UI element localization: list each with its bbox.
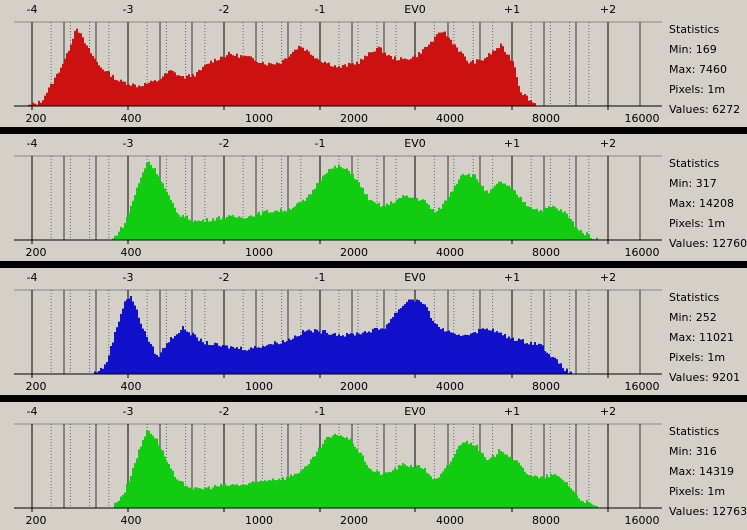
ev-tick-label: +2 xyxy=(600,137,616,150)
value-tick-label: 4000 xyxy=(436,380,464,393)
stats-pixels: Pixels: 1m xyxy=(669,217,726,230)
ev-tick-label: +1 xyxy=(504,271,520,284)
value-tick-label: 2000 xyxy=(340,112,368,125)
stats-title: Statistics xyxy=(669,157,720,170)
stats-min: Min: 316 xyxy=(669,445,717,458)
value-tick-label: 16000 xyxy=(625,112,660,125)
stats-values: Values: 6272 xyxy=(669,103,741,116)
value-tick-label: 8000 xyxy=(532,112,560,125)
statistics-box: Statistics Min: 316 Max: 14319 Pixels: 1m Va… xyxy=(669,422,747,522)
statistics-box: Statistics Min: 169 Max: 7460 Pixels: 1m Val… xyxy=(669,20,747,120)
ev-tick-label: -2 xyxy=(219,405,230,418)
stats-max: Max: 7460 xyxy=(669,63,727,76)
stats-title: Statistics xyxy=(669,425,720,438)
panel-separator xyxy=(0,261,747,268)
ev-tick-label: -1 xyxy=(315,137,326,150)
histogram-panel-green2: -4 -3 -2 -1 EV0 +1 +2 200 400 1000 2000 4000 8000 160… xyxy=(0,402,747,530)
value-tick-label: 400 xyxy=(121,514,142,527)
value-tick-label: 200 xyxy=(26,514,47,527)
ev-tick-label: EV0 xyxy=(404,405,425,418)
stats-min: Min: 252 xyxy=(669,311,717,324)
ev-tick-label: -1 xyxy=(315,271,326,284)
stats-pixels: Pixels: 1m xyxy=(669,351,726,364)
value-tick-label: 16000 xyxy=(625,514,660,527)
stats-values: Values: 9201 xyxy=(669,371,741,384)
value-tick-label: 4000 xyxy=(436,514,464,527)
histogram-plot: -4 -3 -2 -1 EV0 +1 +2 200 400 1000 2000 4000 8000 160… xyxy=(14,268,664,396)
ev-tick-label: +2 xyxy=(600,405,616,418)
histogram-area-green2 xyxy=(14,430,664,508)
ev-tick-label: +1 xyxy=(504,405,520,418)
value-tick-label: 8000 xyxy=(532,380,560,393)
value-tick-label: 400 xyxy=(121,112,142,125)
histogram-chart: -4 -3 -2 -1 EV0 +1 +2 200 400 1000 2000 4000 8000 160… xyxy=(14,271,664,393)
ev-tick-label: -3 xyxy=(123,271,134,284)
panel-separator xyxy=(0,395,747,402)
ev-tick-label: -2 xyxy=(219,137,230,150)
histogram-chart: -4 -3 -2 -1 EV0 +1 +2 200 400 1000 2000 4000 8000 160… xyxy=(14,3,664,125)
ev-tick-label: +2 xyxy=(600,3,616,16)
histogram-panel-red: -4 -3 -2 -1 EV0 +1 +2 200 400 1000 2000 4000 8000 160… xyxy=(0,0,747,128)
value-tick-label: 2000 xyxy=(340,380,368,393)
statistics-box: Statistics Min: 252 Max: 11021 Pixels: 1m Va… xyxy=(669,288,747,388)
ev-tick-label: -1 xyxy=(315,405,326,418)
ev-tick-label: -3 xyxy=(123,137,134,150)
stats-title: Statistics xyxy=(669,23,720,36)
ev-tick-label: -4 xyxy=(27,3,38,16)
ev-tick-label: -2 xyxy=(219,3,230,16)
ev-tick-label: EV0 xyxy=(404,137,425,150)
value-tick-label: 16000 xyxy=(625,246,660,259)
value-tick-label: 4000 xyxy=(436,246,464,259)
stats-max: Max: 14319 xyxy=(669,465,734,478)
ev-tick-label: -1 xyxy=(315,3,326,16)
value-tick-label: 400 xyxy=(121,380,142,393)
value-tick-label: 16000 xyxy=(625,380,660,393)
value-tick-label: 8000 xyxy=(532,246,560,259)
value-tick-label: 2000 xyxy=(340,514,368,527)
histogram-plot: -4 -3 -2 -1 EV0 +1 +2 200 400 1000 2000 4000 8000 160… xyxy=(14,0,664,128)
histogram-panel-green1: -4 -3 -2 -1 EV0 +1 +2 200 400 1000 2000 4000 8000 160… xyxy=(0,134,747,262)
histogram-chart: -4 -3 -2 -1 EV0 +1 +2 200 400 1000 2000 4000 8000 160… xyxy=(14,137,664,259)
value-tick-label: 4000 xyxy=(436,112,464,125)
statistics-box: Statistics Min: 317 Max: 14208 Pixels: 1m Va… xyxy=(669,154,747,254)
stats-max: Max: 14208 xyxy=(669,197,734,210)
stats-max: Max: 11021 xyxy=(669,331,734,344)
ev-tick-label: -4 xyxy=(27,271,38,284)
ev-tick-label: +1 xyxy=(504,3,520,16)
value-tick-label: 400 xyxy=(121,246,142,259)
histogram-panel-blue: -4 -3 -2 -1 EV0 +1 +2 200 400 1000 2000 4000 8000 160… xyxy=(0,268,747,396)
stats-values: Values: 12760 xyxy=(669,237,747,250)
histogram-area-red xyxy=(14,28,664,106)
stats-values: Values: 12763 xyxy=(669,505,747,518)
stats-pixels: Pixels: 1m xyxy=(669,83,726,96)
value-tick-label: 8000 xyxy=(532,514,560,527)
ev-tick-label: +2 xyxy=(600,271,616,284)
histogram-plot: -4 -3 -2 -1 EV0 +1 +2 200 400 1000 2000 4000 8000 160… xyxy=(14,402,664,530)
histogram-area-blue xyxy=(14,296,664,374)
value-tick-label: 200 xyxy=(26,380,47,393)
histogram-plot: -4 -3 -2 -1 EV0 +1 +2 200 400 1000 2000 4000 8000 160… xyxy=(14,134,664,262)
value-tick-label: 1000 xyxy=(245,112,273,125)
ev-tick-label: -4 xyxy=(27,405,38,418)
panel-separator xyxy=(0,127,747,134)
histogram-chart: -4 -3 -2 -1 EV0 +1 +2 200 400 1000 2000 4000 8000 160… xyxy=(14,405,664,527)
value-tick-label: 2000 xyxy=(340,246,368,259)
value-tick-label: 1000 xyxy=(245,246,273,259)
ev-tick-label: -4 xyxy=(27,137,38,150)
value-tick-label: 1000 xyxy=(245,380,273,393)
ev-tick-label: EV0 xyxy=(404,3,425,16)
ev-tick-label: -2 xyxy=(219,271,230,284)
stats-title: Statistics xyxy=(669,291,720,304)
ev-tick-label: +1 xyxy=(504,137,520,150)
stats-min: Min: 317 xyxy=(669,177,717,190)
ev-tick-label: -3 xyxy=(123,3,134,16)
ev-tick-label: EV0 xyxy=(404,271,425,284)
value-tick-label: 200 xyxy=(26,112,47,125)
ev-tick-label: -3 xyxy=(123,405,134,418)
value-tick-label: 200 xyxy=(26,246,47,259)
stats-min: Min: 169 xyxy=(669,43,717,56)
stats-pixels: Pixels: 1m xyxy=(669,485,726,498)
histogram-area-green1 xyxy=(14,161,664,240)
value-tick-label: 1000 xyxy=(245,514,273,527)
